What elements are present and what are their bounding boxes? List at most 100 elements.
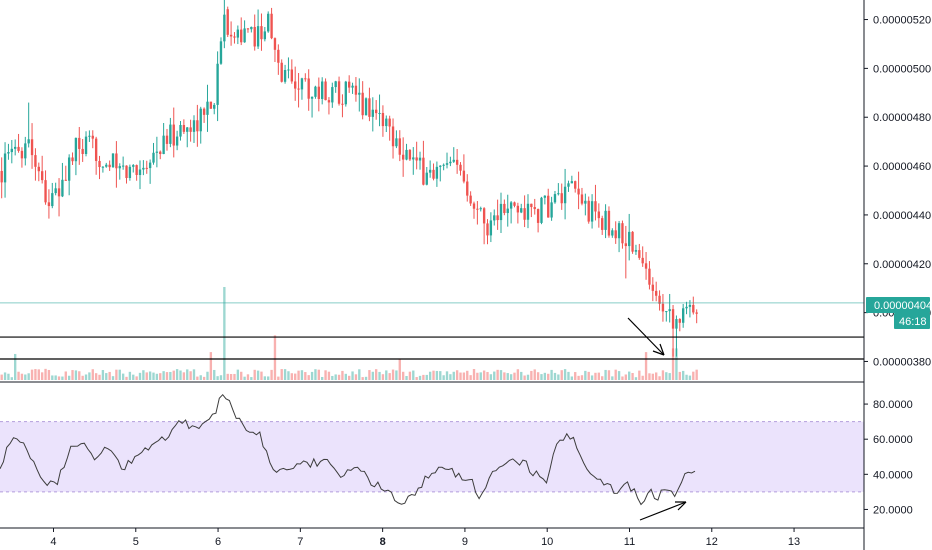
candle-body[interactable] <box>30 139 34 156</box>
candle-body[interactable] <box>364 98 368 116</box>
candle-body[interactable] <box>523 208 526 220</box>
candle-body[interactable] <box>172 124 175 146</box>
candle-body[interactable] <box>115 153 118 169</box>
candle-body[interactable] <box>462 170 466 182</box>
candle-body[interactable] <box>428 169 432 173</box>
candle-body[interactable] <box>530 203 533 208</box>
candle-body[interactable] <box>277 49 280 63</box>
candle-body[interactable] <box>121 165 125 167</box>
candle-body[interactable] <box>432 169 435 179</box>
candle-body[interactable] <box>78 137 81 149</box>
candle-body[interactable] <box>321 81 324 99</box>
candle-body[interactable] <box>681 308 685 323</box>
candle-body[interactable] <box>675 319 678 329</box>
rsi-arrow-annotation[interactable] <box>639 501 687 521</box>
candle-body[interactable] <box>152 152 155 163</box>
candle-body[interactable] <box>290 69 294 82</box>
candle-body[interactable] <box>236 29 240 38</box>
candle-body[interactable] <box>74 137 78 162</box>
candle-body[interactable] <box>81 148 84 154</box>
candle-body[interactable] <box>223 14 226 42</box>
candle-body[interactable] <box>182 124 186 132</box>
candle-body[interactable] <box>165 135 169 144</box>
price-pane[interactable] <box>0 0 864 380</box>
candle-body[interactable] <box>196 120 199 132</box>
candle-body[interactable] <box>644 263 648 269</box>
candle-body[interactable] <box>216 63 219 105</box>
candle-body[interactable] <box>351 85 354 88</box>
candle-body[interactable] <box>503 203 506 214</box>
candle-body[interactable] <box>280 62 283 82</box>
time-axis[interactable]: 4 5 6 7 8 9 10 11 12 13 <box>50 528 800 548</box>
candle-body[interactable] <box>580 194 584 204</box>
candle-body[interactable] <box>688 304 692 307</box>
candle-body[interactable] <box>294 81 297 89</box>
candle-body[interactable] <box>331 87 334 103</box>
candle-body[interactable] <box>250 26 253 30</box>
candle-body[interactable] <box>371 109 374 117</box>
candle-body[interactable] <box>405 149 408 160</box>
candle-body[interactable] <box>186 127 189 132</box>
candle-body[interactable] <box>233 36 236 38</box>
candle-body[interactable] <box>125 165 128 179</box>
candle-body[interactable] <box>118 166 121 169</box>
candle-body[interactable] <box>297 88 300 90</box>
candle-body[interactable] <box>189 127 192 132</box>
candle-body[interactable] <box>526 203 530 220</box>
candle-body[interactable] <box>243 28 246 43</box>
candle-body[interactable] <box>651 284 654 291</box>
candle-body[interactable] <box>314 86 317 97</box>
price-arrow-annotation[interactable] <box>627 317 665 356</box>
candle-body[interactable] <box>601 218 604 230</box>
candle-body[interactable] <box>557 193 560 195</box>
candle-body[interactable] <box>317 86 320 99</box>
candle-body[interactable] <box>71 157 74 162</box>
candle-body[interactable] <box>385 118 388 127</box>
candle-body[interactable] <box>692 304 695 313</box>
candle-body[interactable] <box>587 200 590 222</box>
candle-body[interactable] <box>391 126 395 147</box>
candle-body[interactable] <box>24 143 27 159</box>
candle-body[interactable] <box>34 155 37 167</box>
candle-body[interactable] <box>655 290 658 296</box>
candle-body[interactable] <box>381 112 385 127</box>
candle-body[interactable] <box>665 311 668 313</box>
candle-body[interactable] <box>67 157 71 181</box>
price-scale[interactable]: 0.000003800.000004000.000004200.00000440… <box>863 0 932 550</box>
candle-body[interactable] <box>570 181 574 184</box>
candle-body[interactable] <box>695 312 698 314</box>
candle-body[interactable] <box>105 164 108 167</box>
candle-body[interactable] <box>550 202 553 218</box>
candle-body[interactable] <box>199 108 202 132</box>
candle-body[interactable] <box>496 215 499 221</box>
candle-body[interactable] <box>621 223 624 244</box>
candle-body[interactable] <box>661 303 665 312</box>
candle-body[interactable] <box>256 26 260 47</box>
candle-body[interactable] <box>27 139 30 144</box>
candle-body[interactable] <box>361 92 364 116</box>
candle-body[interactable] <box>37 166 40 172</box>
candle-body[interactable] <box>111 153 115 168</box>
candle-body[interactable] <box>51 193 54 207</box>
candle-body[interactable] <box>128 166 132 179</box>
candle-body[interactable] <box>617 223 621 239</box>
candle-body[interactable] <box>341 103 344 105</box>
candle-body[interactable] <box>489 220 493 236</box>
candle-body[interactable] <box>213 104 216 109</box>
candle-body[interactable] <box>219 41 223 64</box>
candle-body[interactable] <box>418 157 422 161</box>
candle-body[interactable] <box>135 165 138 175</box>
candle-body[interactable] <box>668 309 671 312</box>
candle-body[interactable] <box>455 159 459 165</box>
candle-body[interactable] <box>3 153 7 183</box>
candle-body[interactable] <box>94 138 98 161</box>
candle-body[interactable] <box>553 194 557 203</box>
candle-body[interactable] <box>408 149 412 160</box>
candle-body[interactable] <box>499 203 503 221</box>
candle-body[interactable] <box>142 167 145 170</box>
candle-body[interactable] <box>472 203 476 209</box>
candle-body[interactable] <box>563 186 567 204</box>
candle-body[interactable] <box>509 202 513 209</box>
candle-body[interactable] <box>469 195 472 204</box>
candle-body[interactable] <box>307 78 310 99</box>
